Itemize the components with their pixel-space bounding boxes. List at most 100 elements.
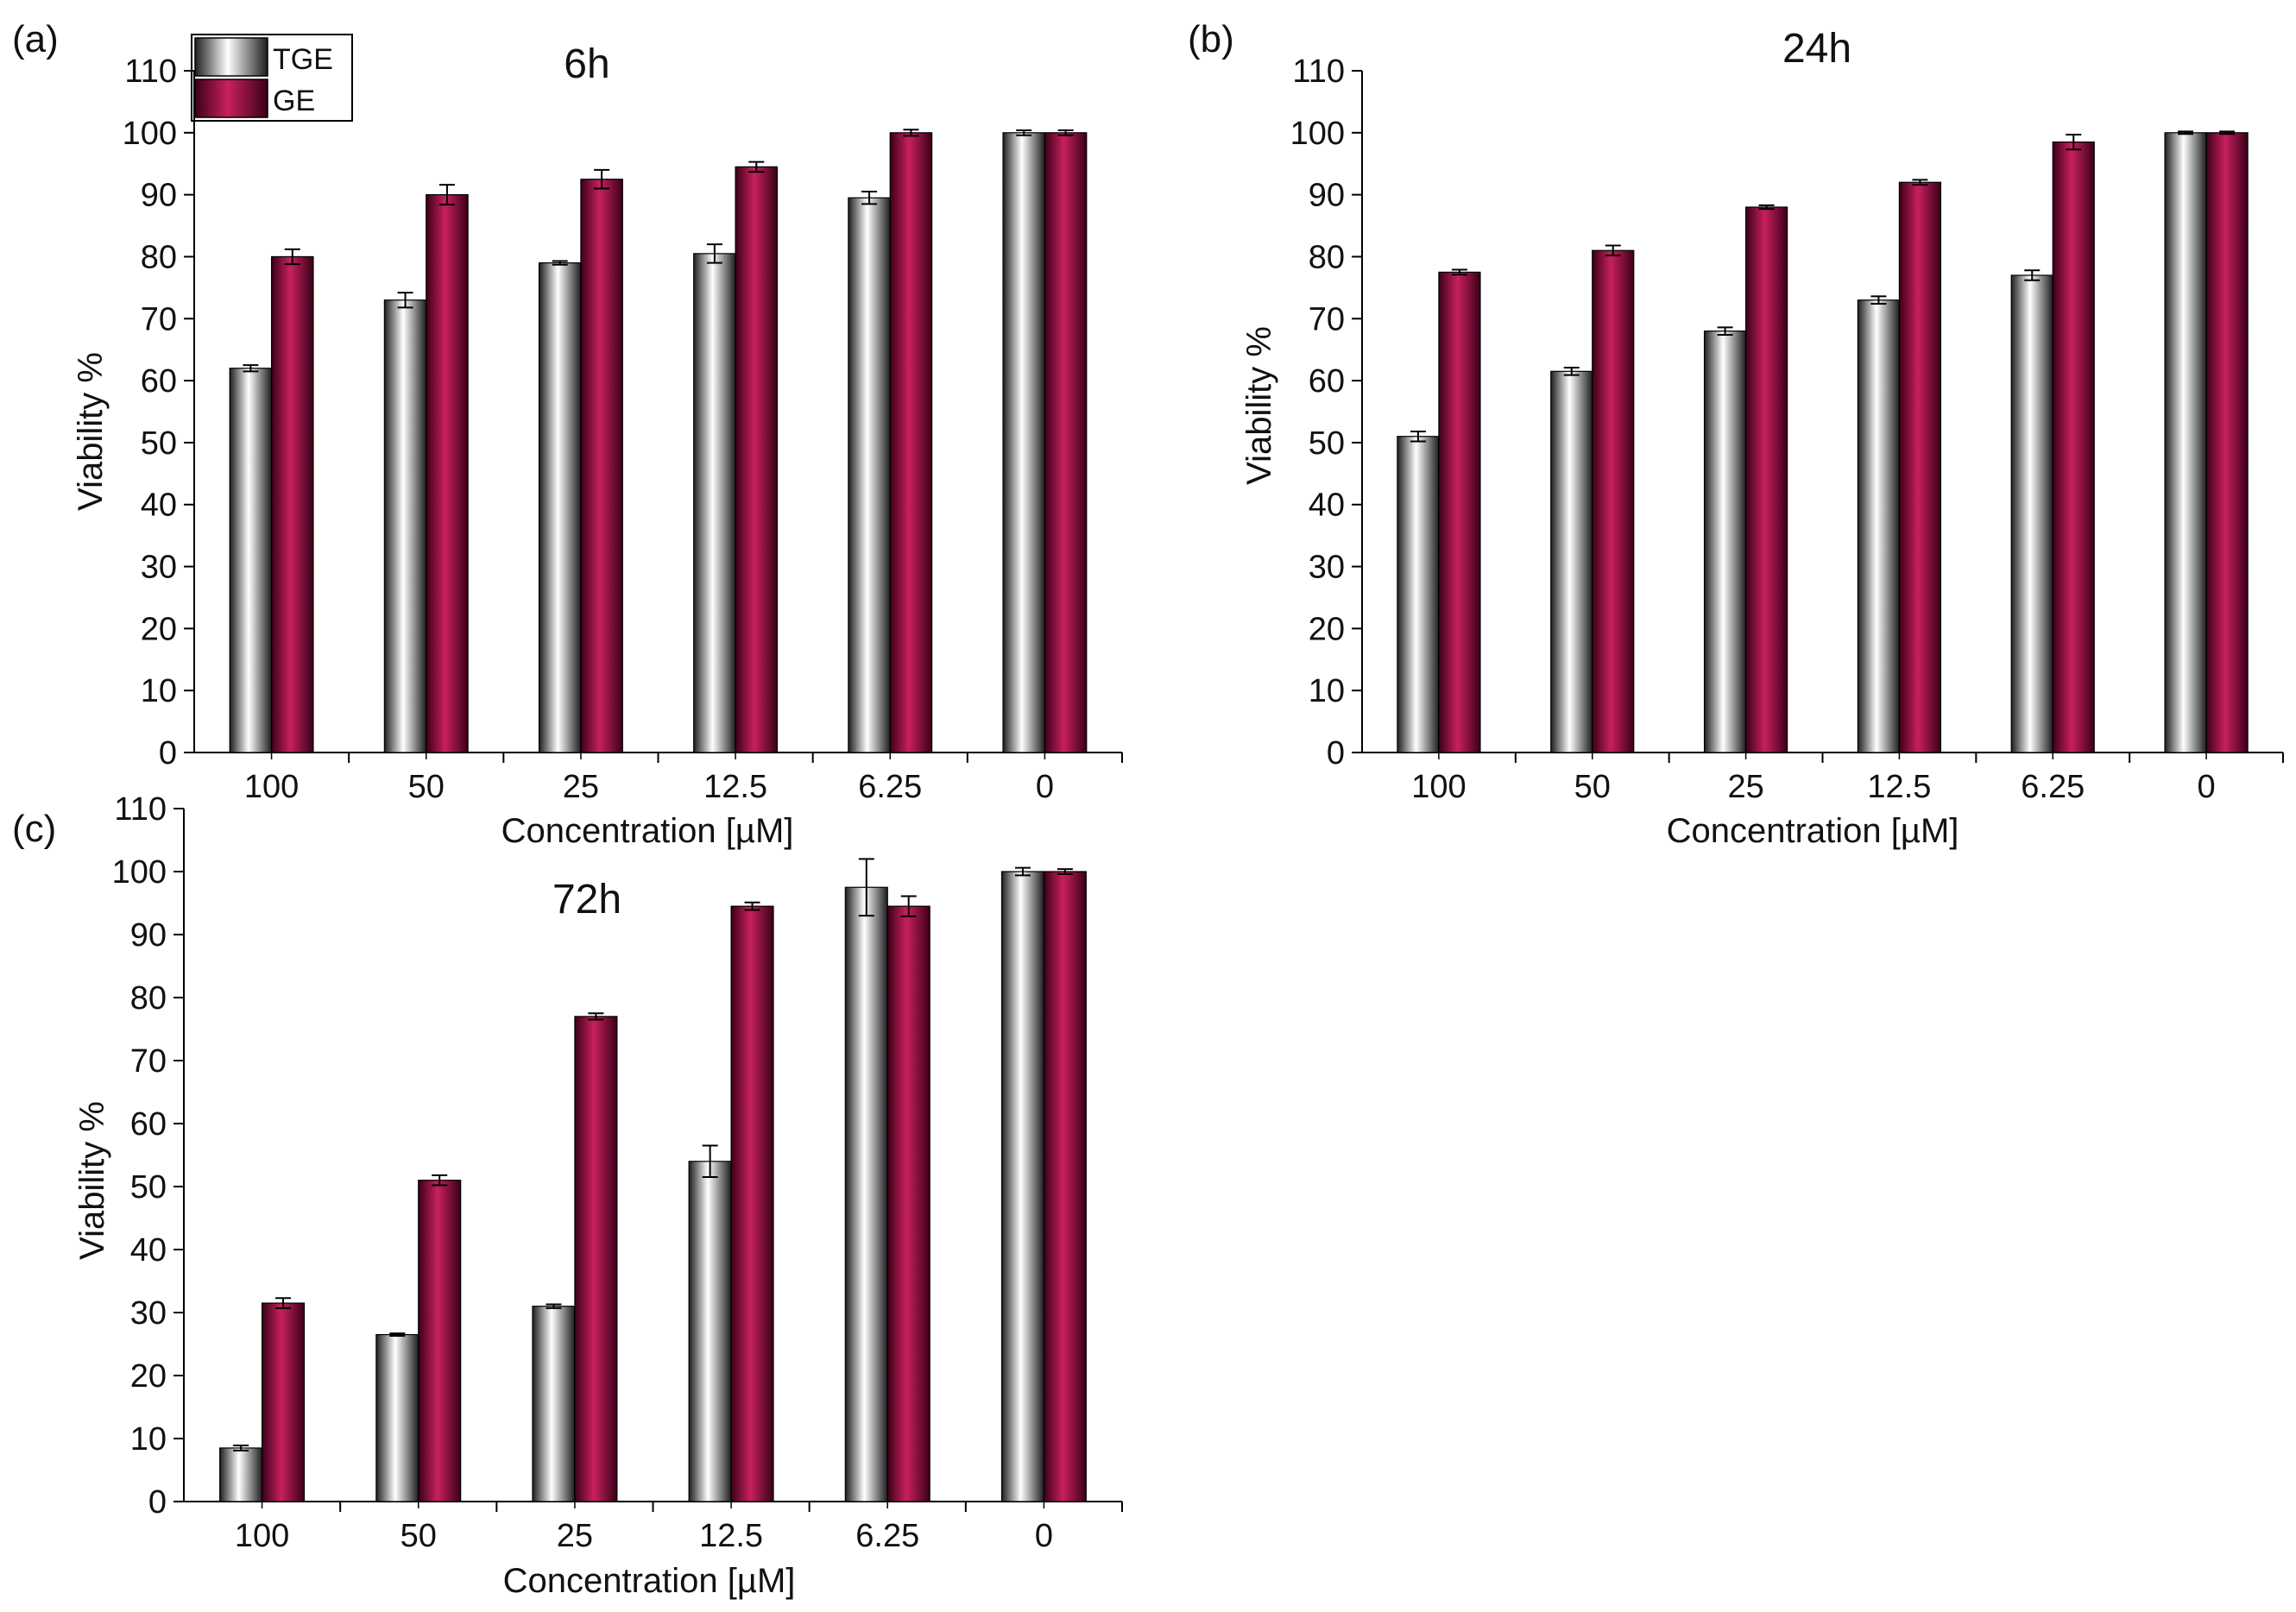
bar-ge-c [574, 1016, 618, 1502]
panel-b: (b) 24h Viability % Concentration [µM] 0… [1188, 18, 2284, 850]
y-axis-label-c: Viability % [73, 1101, 111, 1260]
legend-swatch-ge [194, 79, 268, 118]
bar-ge-c [1043, 871, 1087, 1502]
y-tick-label-a: 50 [141, 425, 177, 462]
bar-tge-a [383, 299, 427, 753]
x-tick-label-a: 12.5 [703, 769, 767, 805]
y-tick-label-b: 100 [1290, 116, 1345, 152]
x-tick-label-b: 100 [1411, 769, 1466, 805]
y-tick-label-a: 100 [123, 116, 177, 152]
bar-ge-a [426, 194, 469, 753]
panel-letter-a: (a) [12, 18, 59, 60]
y-axis-label-a: Viability % [72, 352, 110, 511]
y-tick-label-b: 40 [1309, 488, 1345, 524]
bar-tge-a [693, 253, 736, 753]
x-tick-label-c: 25 [557, 1518, 593, 1554]
y-tick-label-b: 80 [1309, 239, 1345, 275]
x-tick-label-c: 50 [401, 1518, 437, 1554]
bar-tge-b [1857, 299, 1901, 753]
bar-ge-b [2052, 141, 2095, 753]
bar-ge-b [2205, 132, 2249, 753]
bar-ge-a [580, 179, 623, 753]
bar-tge-b [1397, 436, 1440, 753]
bar-ge-a [270, 255, 314, 753]
bar-tge-c [219, 1447, 263, 1502]
x-tick-label-a: 6.25 [858, 769, 922, 805]
x-axis-label-a: Concentration [µM] [501, 812, 794, 850]
legend-label-ge: GE [273, 85, 315, 117]
panel-c: (c) 72h Viability % Concentration [µM] 0… [12, 791, 1123, 1600]
y-tick-label-a: 90 [141, 178, 177, 214]
bar-tge-c [1000, 871, 1045, 1502]
y-tick-label-c: 0 [148, 1484, 167, 1521]
y-tick-label-c: 100 [112, 854, 167, 891]
x-axis-label-b: Concentration [µM] [1667, 812, 1959, 850]
x-tick-label-b: 0 [2198, 769, 2216, 805]
x-tick-label-a: 50 [408, 769, 445, 805]
bar-tge-c [844, 886, 888, 1502]
x-tick-label-a: 25 [563, 769, 599, 805]
y-tick-label-b: 70 [1309, 301, 1345, 337]
x-tick-label-b: 25 [1727, 769, 1763, 805]
x-tick-label-c: 0 [1035, 1518, 1053, 1554]
bar-ge-b [1438, 271, 1481, 753]
chart-title-b: 24h [1782, 26, 1851, 72]
panel-letter-c: (c) [12, 808, 56, 850]
bar-ge-a [1044, 132, 1088, 753]
y-tick-label-c: 30 [130, 1295, 167, 1332]
x-tick-label-a: 0 [1036, 769, 1054, 805]
x-tick-label-a: 100 [244, 769, 299, 805]
x-tick-label-c: 12.5 [699, 1518, 763, 1554]
y-tick-label-c: 70 [130, 1043, 167, 1080]
bar-tge-a [538, 262, 582, 753]
y-tick-label-a: 0 [159, 735, 177, 771]
y-tick-label-c: 110 [114, 791, 167, 828]
bar-tge-b [1703, 331, 1747, 753]
legend: TGE GE [191, 34, 353, 122]
bar-ge-a [735, 166, 779, 753]
y-tick-label-b: 60 [1309, 363, 1345, 400]
y-tick-label-a: 70 [141, 301, 177, 337]
x-tick-label-b: 6.25 [2021, 769, 2085, 805]
x-tick-label-c: 100 [235, 1518, 289, 1554]
bar-tge-b [2164, 132, 2207, 753]
y-axis-label-b: Viability % [1240, 326, 1278, 485]
x-tick-label-b: 12.5 [1867, 769, 1931, 805]
y-tick-label-a: 40 [141, 488, 177, 524]
bar-ge-b [1592, 249, 1635, 753]
chart-title-a: 6h [564, 41, 609, 87]
panel-letter-b: (b) [1188, 18, 1234, 60]
bar-ge-c [261, 1302, 306, 1502]
y-tick-label-c: 90 [130, 917, 167, 954]
y-tick-label-a: 110 [124, 54, 177, 90]
y-tick-label-b: 20 [1309, 611, 1345, 647]
bar-ge-c [730, 905, 774, 1502]
y-tick-label-b: 10 [1309, 673, 1345, 709]
legend-label-tge: TGE [273, 43, 333, 76]
y-tick-label-c: 40 [130, 1232, 167, 1269]
y-tick-label-b: 0 [1327, 735, 1345, 771]
y-tick-label-c: 20 [130, 1358, 167, 1395]
y-tick-label-a: 20 [141, 611, 177, 647]
chart-title-c: 72h [552, 877, 621, 922]
y-tick-label-c: 50 [130, 1169, 167, 1206]
y-tick-label-c: 80 [130, 980, 167, 1017]
y-tick-label-a: 30 [141, 550, 177, 586]
x-axis-label-c: Concentration [µM] [503, 1562, 796, 1600]
y-tick-label-b: 110 [1292, 54, 1345, 90]
bar-tge-a [848, 197, 891, 753]
y-tick-label-c: 10 [130, 1421, 167, 1458]
bar-ge-b [1744, 206, 1788, 753]
y-tick-label-b: 50 [1309, 425, 1345, 462]
y-tick-label-b: 30 [1309, 550, 1345, 586]
y-tick-label-c: 60 [130, 1106, 167, 1143]
bar-tge-b [1550, 370, 1593, 753]
bar-tge-c [532, 1306, 576, 1502]
bar-tge-a [229, 368, 273, 753]
legend-swatch-tge [194, 37, 268, 77]
bar-ge-c [418, 1180, 462, 1502]
bar-tge-c [688, 1161, 732, 1502]
x-tick-label-c: 6.25 [855, 1518, 919, 1554]
bar-tge-a [1002, 132, 1046, 753]
